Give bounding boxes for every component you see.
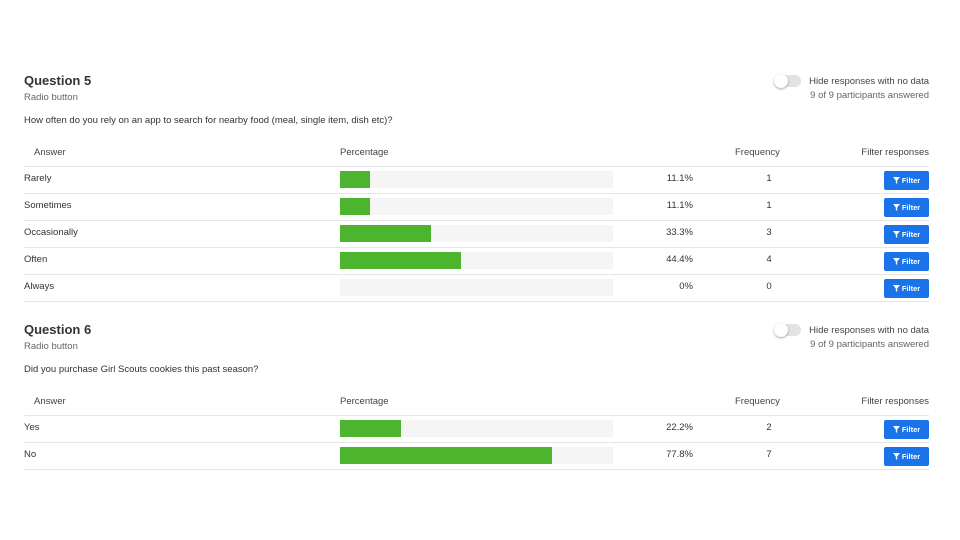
- table-row: Always 0% 0 Filter: [24, 275, 929, 302]
- toggle-knob: [774, 74, 789, 88]
- percentage-bar-fill: [340, 447, 553, 464]
- hide-no-data-toggle[interactable]: [774, 323, 802, 337]
- header-filter-responses: Filter responses: [861, 396, 929, 407]
- hide-no-data-label: Hide responses with no data: [809, 75, 929, 87]
- header-percentage: Percentage: [340, 147, 389, 158]
- table-row: Rarely 11.1% 1 Filter: [24, 167, 929, 194]
- participants-answered: 9 of 9 participants answered: [810, 339, 929, 350]
- frequency-value: 4: [766, 254, 772, 265]
- answer-label: Yes: [24, 422, 40, 433]
- filter-button-label: Filter: [901, 257, 921, 266]
- answer-label: No: [24, 449, 37, 460]
- question-type: Radio button: [24, 92, 78, 103]
- answer-label: Rarely: [24, 173, 52, 184]
- filter-button[interactable]: Filter: [884, 225, 929, 244]
- frequency-value: 1: [766, 173, 772, 184]
- question-title: Question 6: [24, 322, 92, 337]
- percentage-bar-track: [340, 225, 613, 242]
- table-header: Answer Percentage Frequency Filter respo…: [24, 389, 929, 416]
- answer-label: Sometimes: [24, 200, 72, 211]
- percentage-bar-fill: [340, 171, 371, 188]
- table-row: Occasionally 33.3% 3 Filter: [24, 221, 929, 248]
- filter-button[interactable]: Filter: [884, 447, 929, 466]
- table-body: Rarely 11.1% 1 Filter Sometimes 11.1% 1 Filter O…: [24, 167, 929, 302]
- percentage-value: 33.3%: [666, 227, 693, 238]
- frequency-value: 7: [766, 449, 772, 460]
- percentage-value: 0%: [679, 281, 693, 292]
- funnel-icon: [892, 258, 900, 265]
- hide-no-data-toggle[interactable]: [774, 74, 802, 88]
- percentage-value: 11.1%: [666, 200, 693, 211]
- percentage-bar-track: [340, 279, 613, 296]
- percentage-bar-fill: [340, 252, 462, 269]
- funnel-icon: [892, 453, 900, 460]
- header-answer: Answer: [34, 396, 66, 407]
- filter-button[interactable]: Filter: [884, 420, 929, 439]
- header-frequency: Frequency: [735, 147, 780, 158]
- percentage-bar-track: [340, 198, 613, 215]
- answer-label: Often: [24, 254, 48, 265]
- frequency-value: 3: [766, 227, 772, 238]
- percentage-bar-fill: [340, 420, 401, 437]
- funnel-icon: [892, 204, 900, 211]
- funnel-icon: [892, 231, 900, 238]
- percentage-bar-track: [340, 447, 613, 464]
- responses-table: Answer Percentage Frequency Filter respo…: [24, 140, 929, 302]
- frequency-value: 1: [766, 200, 772, 211]
- header-frequency: Frequency: [735, 396, 780, 407]
- percentage-value: 44.4%: [666, 254, 693, 265]
- funnel-icon: [892, 426, 900, 433]
- percentage-bar-track: [340, 420, 613, 437]
- filter-button-label: Filter: [901, 284, 921, 293]
- filter-button-label: Filter: [901, 425, 921, 434]
- table-header: Answer Percentage Frequency Filter respo…: [24, 140, 929, 167]
- answer-label: Always: [24, 281, 55, 292]
- funnel-icon: [892, 285, 900, 292]
- header-answer: Answer: [34, 147, 66, 158]
- percentage-bar-track: [340, 171, 613, 188]
- question-type: Radio button: [24, 341, 78, 352]
- answer-label: Occasionally: [24, 227, 78, 238]
- hide-no-data-control: Hide responses with no data: [774, 323, 929, 337]
- frequency-value: 2: [766, 422, 772, 433]
- percentage-value: 11.1%: [666, 173, 693, 184]
- filter-button-label: Filter: [901, 230, 921, 239]
- filter-button[interactable]: Filter: [884, 171, 929, 190]
- participants-answered: 9 of 9 participants answered: [810, 90, 929, 101]
- percentage-value: 22.2%: [666, 422, 693, 433]
- table-row: Sometimes 11.1% 1 Filter: [24, 194, 929, 221]
- responses-table: Answer Percentage Frequency Filter respo…: [24, 389, 929, 470]
- hide-no-data-control: Hide responses with no data: [774, 74, 929, 88]
- percentage-value: 77.8%: [666, 449, 693, 460]
- percentage-bar-fill: [340, 225, 431, 242]
- table-row: Yes 22.2% 2 Filter: [24, 416, 929, 443]
- filter-button[interactable]: Filter: [884, 198, 929, 217]
- filter-button[interactable]: Filter: [884, 252, 929, 271]
- filter-button-label: Filter: [901, 452, 921, 461]
- question-title: Question 5: [24, 73, 92, 88]
- hide-no-data-label: Hide responses with no data: [809, 324, 929, 336]
- filter-button-label: Filter: [901, 203, 921, 212]
- table-row: Often 44.4% 4 Filter: [24, 248, 929, 275]
- question-prompt: Did you purchase Girl Scouts cookies thi…: [24, 364, 259, 375]
- table-body: Yes 22.2% 2 Filter No 77.8% 7 Filter: [24, 416, 929, 470]
- toggle-knob: [774, 323, 789, 337]
- question-prompt: How often do you rely on an app to searc…: [24, 115, 393, 126]
- filter-button-label: Filter: [901, 176, 921, 185]
- header-filter-responses: Filter responses: [861, 147, 929, 158]
- header-percentage: Percentage: [340, 396, 389, 407]
- table-row: No 77.8% 7 Filter: [24, 443, 929, 470]
- frequency-value: 0: [766, 281, 772, 292]
- funnel-icon: [892, 177, 900, 184]
- filter-button[interactable]: Filter: [884, 279, 929, 298]
- percentage-bar-track: [340, 252, 613, 269]
- percentage-bar-fill: [340, 198, 371, 215]
